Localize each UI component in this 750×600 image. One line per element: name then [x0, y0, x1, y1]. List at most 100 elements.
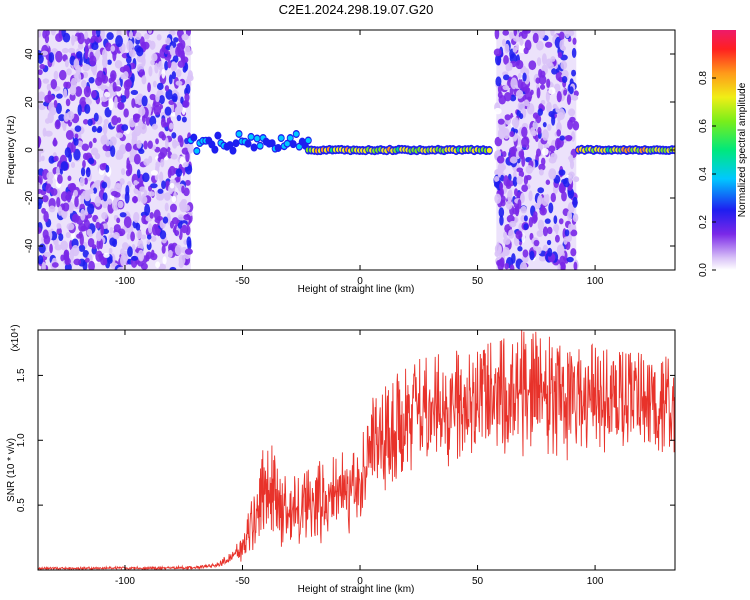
noise-blob — [154, 62, 159, 74]
noise-blob — [139, 186, 146, 193]
noise-blob — [53, 155, 59, 162]
noise-blob — [69, 248, 75, 261]
noise-blob — [58, 233, 64, 241]
noise-blob — [143, 158, 150, 166]
x-tick-label: -50 — [235, 576, 250, 587]
noise-blob — [149, 40, 156, 50]
noise-blob — [508, 229, 515, 239]
noise-blob — [173, 37, 179, 43]
noise-blob — [109, 137, 115, 148]
noise-blob — [131, 73, 135, 83]
noise-blob — [105, 150, 112, 158]
noise-blob — [133, 211, 140, 223]
noise-blob — [521, 184, 529, 193]
noise-blob — [551, 114, 556, 126]
noise-blob — [530, 89, 534, 96]
noise-blob — [50, 78, 58, 90]
noise-blob — [515, 206, 520, 217]
noise-blob — [546, 123, 552, 131]
colorbar-tick-label: 0.4 — [698, 167, 709, 181]
noise-blob — [536, 57, 542, 67]
noise-blob — [557, 51, 563, 59]
noise-blob — [186, 236, 192, 248]
noise-blob — [131, 243, 136, 251]
noise-blob — [107, 198, 113, 205]
noise-blob — [493, 107, 502, 115]
noise-blob — [181, 147, 189, 155]
carrier-point — [290, 141, 296, 147]
noise-blob — [547, 247, 553, 257]
noise-blob — [516, 167, 524, 173]
noise-blob — [536, 87, 541, 99]
noise-blob — [571, 69, 577, 77]
noise-blob — [156, 82, 164, 91]
noise-blob — [541, 148, 549, 156]
noise-blob — [38, 95, 43, 105]
noise-blob — [544, 218, 551, 224]
noise-blob — [131, 196, 139, 204]
noise-blob — [506, 214, 515, 223]
noise-blob — [74, 86, 83, 97]
noise-blob — [520, 205, 527, 214]
noise-blob — [124, 87, 130, 99]
noise-blob — [88, 157, 95, 165]
noise-blob — [536, 230, 544, 238]
noise-blob — [148, 66, 153, 77]
noise-blob — [41, 261, 46, 270]
noise-blob — [164, 85, 170, 92]
noise-blob — [44, 130, 53, 137]
noise-blob — [512, 176, 518, 187]
noise-blob — [494, 193, 502, 204]
noise-blob — [140, 195, 148, 204]
noise-blob — [509, 94, 517, 102]
snr-series-line — [38, 330, 675, 570]
noise-blob — [150, 235, 157, 242]
noise-blob — [43, 211, 49, 223]
noise-blob — [129, 30, 133, 40]
noise-blob — [175, 69, 182, 78]
noise-blob — [155, 138, 159, 145]
noise-blob — [152, 80, 157, 88]
noise-blob — [496, 155, 505, 164]
noise-blob — [508, 31, 515, 40]
noise-blob — [55, 33, 63, 42]
noise-blob — [147, 140, 153, 150]
noise-blob — [554, 234, 560, 243]
noise-blob — [550, 30, 555, 37]
noise-blob — [523, 47, 529, 55]
noise-blob — [73, 58, 80, 70]
carrier-point — [194, 148, 200, 154]
noise-blob — [83, 177, 88, 185]
noise-blob — [169, 266, 177, 270]
noise-blob — [537, 246, 542, 255]
noise-blob — [46, 171, 54, 181]
noise-blob — [126, 232, 131, 240]
noise-blob — [564, 229, 570, 237]
noise-blob — [77, 42, 84, 50]
noise-blob — [77, 32, 85, 45]
noise-blob — [100, 224, 105, 236]
noise-blob — [503, 175, 509, 187]
noise-blob — [528, 190, 533, 202]
noise-blob — [38, 53, 44, 64]
noise-blob — [548, 202, 554, 214]
noise-blob — [38, 136, 41, 148]
noise-blob — [169, 30, 176, 36]
noise-blob — [538, 74, 547, 85]
noise-blob — [103, 118, 109, 125]
noise-blob — [171, 195, 177, 203]
y-tick-label: 0 — [24, 147, 35, 153]
noise-blob — [60, 240, 69, 251]
noise-blob — [57, 174, 63, 184]
noise-blob — [84, 43, 89, 55]
noise-blob — [119, 248, 125, 256]
noise-blob — [132, 113, 141, 119]
noise-blob — [529, 250, 535, 261]
noise-blob — [180, 39, 186, 50]
noise-blob — [147, 30, 153, 34]
noise-blob — [493, 48, 502, 57]
noise-blob — [525, 174, 532, 181]
noise-blob — [105, 164, 110, 173]
noise-blob — [172, 93, 178, 103]
